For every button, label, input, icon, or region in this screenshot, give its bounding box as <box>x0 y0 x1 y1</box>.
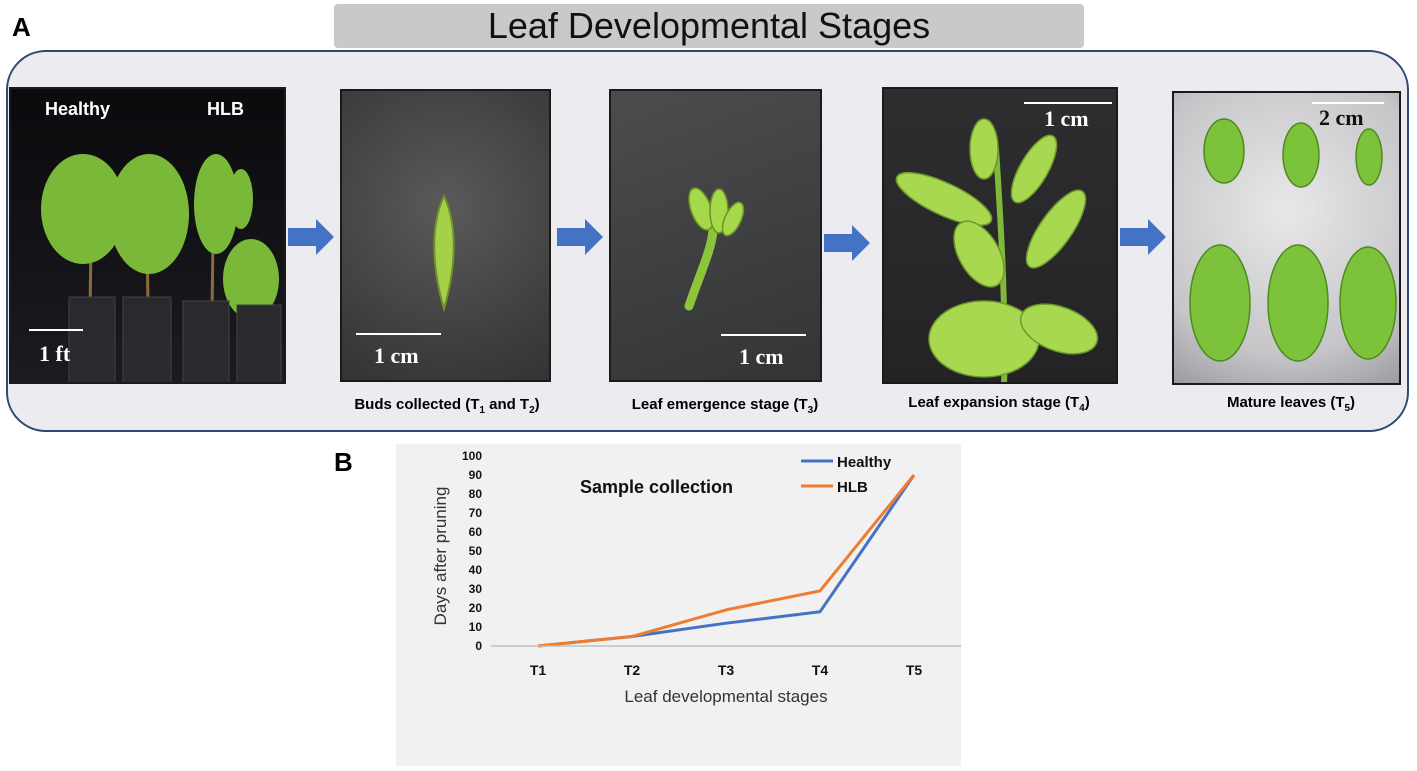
emergence-illustration <box>684 187 745 311</box>
y-tick-label: 80 <box>469 487 483 501</box>
arrow-right-icon <box>557 219 603 255</box>
panel-a-letter: A <box>12 12 31 42</box>
chart-title: Sample collection <box>580 477 733 497</box>
x-tick-label: T4 <box>812 662 829 678</box>
scale-bar <box>1024 102 1112 104</box>
y-tick-label: 10 <box>469 620 483 634</box>
photo-mature: 2 cm <box>1172 91 1401 385</box>
scale-bar <box>356 333 441 335</box>
y-axis-label: Days after pruning <box>431 487 450 626</box>
series-line-healthy <box>537 474 916 648</box>
scale-text: 1 ft <box>39 341 71 366</box>
y-tick-label: 30 <box>469 582 483 596</box>
caption-emergence: Leaf emergence stage (T3) <box>631 396 819 416</box>
photo-emergence: 1 cm <box>609 89 822 382</box>
scale-bar <box>721 334 806 336</box>
y-tick-label: 0 <box>475 639 482 653</box>
scale-text: 2 cm <box>1319 105 1364 130</box>
photo-buds: 1 cm <box>340 89 551 382</box>
chart-svg: 0 10 20 30 40 50 60 70 80 90 100 T1 T2 T3 T4 T5 Health… <box>431 449 961 706</box>
x-tick-label: T1 <box>530 662 547 678</box>
panel-b-letter: B <box>334 447 353 477</box>
photo-plants: Healthy HLB 1 ft <box>9 87 286 384</box>
scale-text: 1 cm <box>1044 106 1089 131</box>
legend-label: HLB <box>837 479 868 496</box>
label-hlb: HLB <box>207 99 244 119</box>
x-tick-label: T5 <box>906 662 923 678</box>
series-line-hlb <box>537 474 916 648</box>
caption-mature: Mature leaves (T5) <box>1226 394 1356 414</box>
x-tick-label: T2 <box>624 662 641 678</box>
x-axis-label: Leaf developmental stages <box>624 687 827 706</box>
photo-expansion: 1 cm <box>882 87 1118 384</box>
caption-buds: Buds collected (T1 and T2) <box>354 396 540 416</box>
arrow-right-icon <box>824 225 870 261</box>
y-tick-label: 100 <box>462 449 482 463</box>
y-tick-label: 50 <box>469 544 483 558</box>
mature-leaves-illustration <box>1189 118 1397 362</box>
y-tick-label: 60 <box>469 525 483 539</box>
figure-title: Leaf Developmental Stages <box>334 4 1084 48</box>
plants-illustration <box>41 154 282 382</box>
bud-illustration <box>433 193 455 313</box>
y-tick-label: 40 <box>469 563 483 577</box>
y-tick-label: 90 <box>469 468 483 482</box>
scale-bar <box>29 329 83 331</box>
caption-expansion: Leaf expansion stage (T4) <box>908 394 1090 414</box>
scale-text: 1 cm <box>374 343 419 368</box>
arrow-right-icon <box>288 219 334 255</box>
expansion-illustration <box>895 118 1099 382</box>
scale-bar <box>1312 102 1384 104</box>
line-chart: 0 10 20 30 40 50 60 70 80 90 100 T1 T2 T3 T4 T5 Health… <box>396 444 961 766</box>
scale-text: 1 cm <box>739 344 784 369</box>
label-healthy: Healthy <box>45 99 111 119</box>
legend-label: Healthy <box>837 454 892 471</box>
y-tick-label: 70 <box>469 506 483 520</box>
arrow-right-icon <box>1120 219 1166 255</box>
y-tick-label: 20 <box>469 601 483 615</box>
x-tick-label: T3 <box>718 662 735 678</box>
